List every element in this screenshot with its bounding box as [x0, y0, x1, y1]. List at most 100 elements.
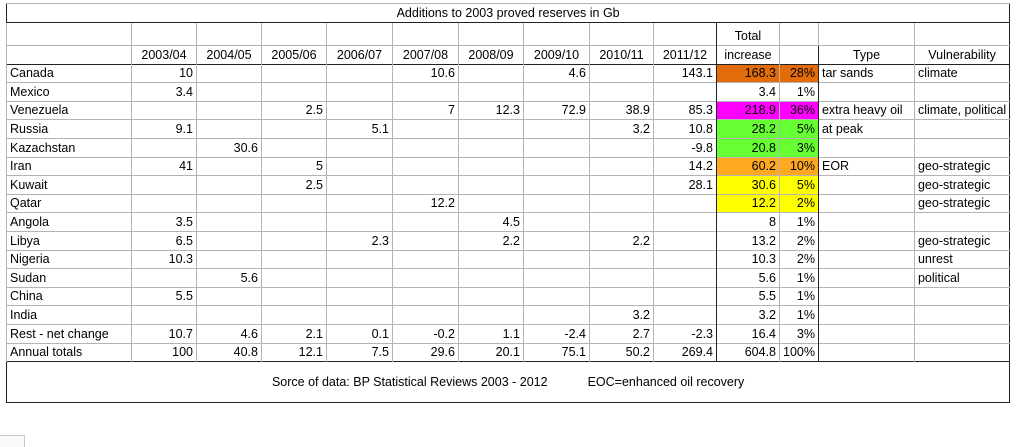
header-year: 2004/05 — [196, 45, 262, 65]
year-value: 3.2 — [589, 119, 654, 139]
year-value — [196, 119, 262, 139]
year-value — [196, 63, 262, 83]
year-value — [653, 230, 717, 251]
total-increase: 30.6 — [716, 175, 780, 195]
country-name: China — [6, 286, 132, 306]
year-value — [261, 82, 327, 102]
year-value — [653, 249, 717, 269]
total-increase: 60.2 — [716, 156, 780, 176]
table-row: Rest - net change 10.7 4.6 2.1 0.1 -0.2 1.1 -2.… — [6, 323, 1010, 343]
year-value: 41 — [131, 156, 197, 176]
reserve-type: tar sands — [817, 63, 915, 83]
header-year: 2008/09 — [458, 45, 524, 65]
total-increase: 604.8 — [716, 342, 780, 362]
year-value — [326, 63, 393, 83]
year-value — [523, 156, 590, 176]
year-value: 5 — [261, 156, 327, 176]
total-increase: 10.3 — [716, 249, 780, 269]
vulnerability — [913, 323, 1010, 343]
year-value — [653, 268, 717, 288]
year-value — [326, 268, 393, 288]
total-header-line2: increase — [716, 45, 780, 65]
country-name: Angola — [6, 212, 132, 232]
year-value — [131, 175, 197, 195]
year-value: 3.4 — [131, 82, 197, 102]
year-value: 100 — [131, 342, 197, 362]
share-percent: 2% — [779, 249, 819, 269]
year-value: 269.4 — [653, 342, 717, 362]
year-value — [131, 137, 197, 158]
country-name: Russia — [6, 119, 132, 139]
year-value — [196, 193, 262, 213]
year-value: 14.2 — [653, 156, 717, 176]
year-value — [458, 119, 524, 139]
year-value: 143.1 — [653, 63, 717, 83]
vulnerability: climate, political — [913, 100, 1010, 120]
sheet-corner — [0, 435, 25, 447]
year-value: 20.1 — [458, 342, 524, 362]
country-name: Nigeria — [6, 249, 132, 269]
country-name: Rest - net change — [6, 323, 132, 343]
vulnerability: geo-strategic — [913, 230, 1010, 251]
year-value — [589, 193, 654, 213]
share-percent: 36% — [779, 100, 819, 120]
table-row: Canada 10 10.6 4.6 143.1 168.3 28% tar sands cli… — [6, 63, 1010, 83]
vulnerability-header: Vulnerability — [913, 45, 1010, 65]
reserve-type — [817, 305, 915, 325]
year-value — [653, 305, 717, 325]
year-value: -9.8 — [653, 137, 717, 158]
year-value — [523, 119, 590, 139]
year-value: 2.1 — [261, 323, 327, 343]
year-value — [653, 212, 717, 232]
year-value — [261, 305, 327, 325]
vulnerability — [913, 212, 1010, 232]
table-row: Mexico 3.4 3.4 1% — [6, 82, 1010, 102]
blank-row: Total — [6, 22, 1010, 46]
share-percent: 1% — [779, 212, 819, 232]
year-value — [326, 100, 393, 120]
year-value: -0.2 — [392, 323, 459, 343]
year-value — [326, 212, 393, 232]
year-value — [261, 230, 327, 251]
share-percent: 5% — [779, 175, 819, 195]
year-value — [261, 268, 327, 288]
reserve-type — [817, 193, 915, 213]
header-country — [6, 45, 132, 65]
reserve-type — [817, 342, 915, 362]
vulnerability — [913, 137, 1010, 158]
reserve-type — [817, 249, 915, 269]
year-value — [523, 249, 590, 269]
year-value — [326, 249, 393, 269]
vulnerability — [913, 286, 1010, 306]
year-value — [523, 268, 590, 288]
year-value — [261, 137, 327, 158]
year-value — [326, 137, 393, 158]
year-value — [261, 63, 327, 83]
year-value — [131, 305, 197, 325]
year-value: 5.1 — [326, 119, 393, 139]
year-value — [261, 286, 327, 306]
table-row: Angola 3.5 4.5 8 1% — [6, 212, 1010, 232]
table-row: Kazachstan 30.6 -9.8 20.8 3% — [6, 137, 1010, 158]
year-value — [392, 305, 459, 325]
year-value: -2.4 — [523, 323, 590, 343]
year-value — [392, 212, 459, 232]
year-value — [523, 175, 590, 195]
table-row: Libya 6.5 2.3 2.2 2.2 13.2 2% geo-strategic — [6, 230, 1010, 251]
reserve-type — [817, 323, 915, 343]
share-percent: 1% — [779, 305, 819, 325]
year-value: 38.9 — [589, 100, 654, 120]
share-percent: 5% — [779, 119, 819, 139]
title-row: Additions to 2003 proved reserves in Gb — [6, 3, 1010, 23]
year-value: 9.1 — [131, 119, 197, 139]
year-value — [392, 156, 459, 176]
year-value — [326, 286, 393, 306]
year-value: 0.1 — [326, 323, 393, 343]
reserves-table: Additions to 2003 proved reserves in Gb … — [6, 3, 1011, 404]
share-percent: 1% — [779, 82, 819, 102]
reserve-type — [817, 137, 915, 158]
country-name: Kuwait — [6, 175, 132, 195]
year-value — [523, 305, 590, 325]
year-value: 3.5 — [131, 212, 197, 232]
country-name: Venezuela — [6, 100, 132, 120]
